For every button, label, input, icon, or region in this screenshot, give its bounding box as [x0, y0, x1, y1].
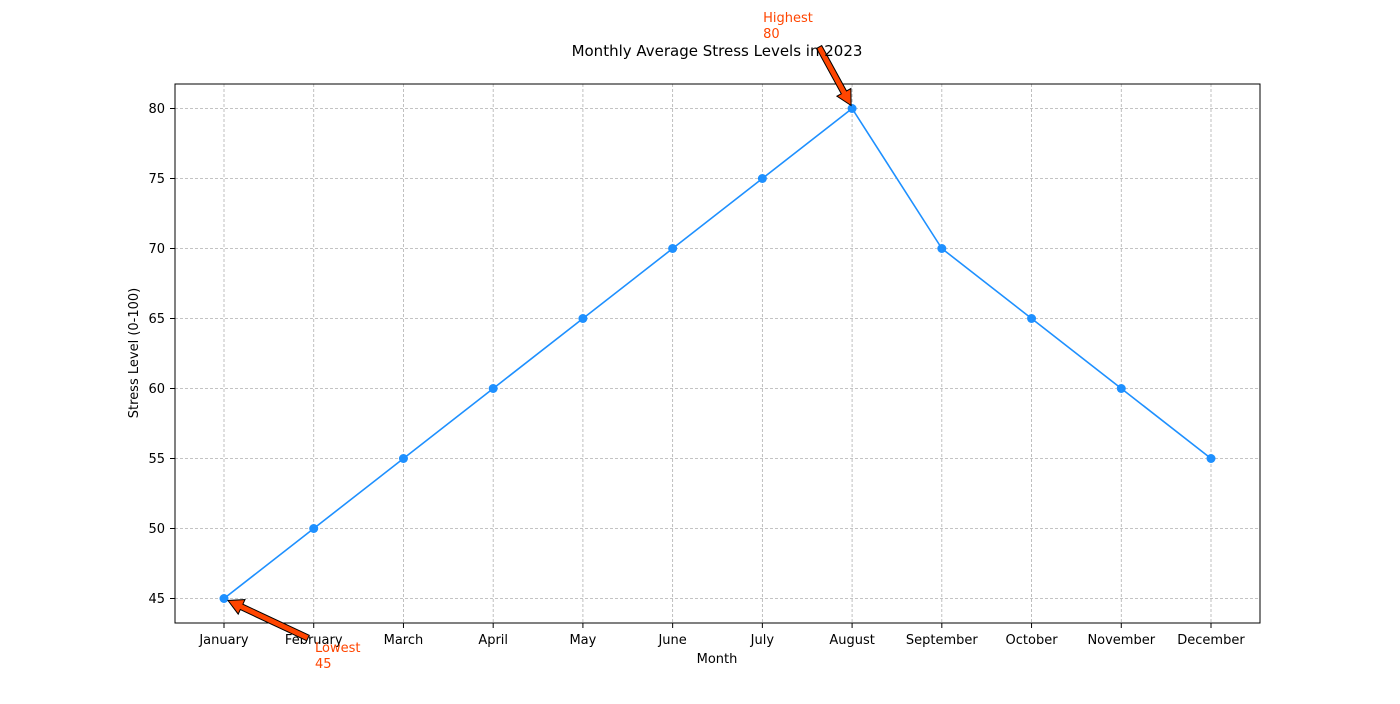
data-point: [309, 524, 319, 533]
y-tick-label: 65: [148, 312, 165, 327]
y-tick-label: 75: [148, 172, 165, 187]
lowest-arrow: [227, 599, 310, 642]
x-axis-label: Month: [697, 652, 738, 667]
data-point: [1027, 314, 1037, 323]
data-point: [937, 244, 947, 253]
data-point: [398, 454, 408, 463]
annotation-label-line2: 80: [763, 27, 780, 42]
x-tick-label: July: [750, 633, 775, 648]
annotation-label-line1: Highest: [763, 11, 813, 26]
y-tick-label: 70: [148, 242, 165, 257]
y-tick-label: 45: [148, 592, 165, 607]
data-point: [578, 314, 588, 323]
x-tick-label: September: [906, 633, 979, 648]
x-tick-label: March: [384, 633, 424, 648]
highest-arrow: [815, 44, 852, 107]
x-tick-label: November: [1087, 633, 1155, 648]
y-tick-label: 50: [148, 522, 165, 537]
x-tick-label: October: [1006, 633, 1059, 648]
data-point: [847, 104, 857, 113]
data-point: [488, 384, 498, 393]
x-tick-label: May: [569, 633, 596, 648]
x-tick-label: August: [829, 633, 875, 648]
data-point: [219, 594, 229, 603]
y-axis-label: Stress Level (0-100): [127, 288, 142, 418]
x-tick-label: April: [478, 633, 508, 648]
series-layer: [219, 104, 1216, 603]
y-tick-label: 55: [148, 452, 165, 467]
annotation-label-line1: Lowest: [315, 641, 360, 656]
data-point: [668, 244, 678, 253]
data-point: [757, 174, 767, 183]
x-tick-label: December: [1177, 633, 1245, 648]
x-tick-label: June: [657, 633, 686, 648]
annotation-label-line2: 45: [315, 657, 332, 672]
grid-lines: [175, 84, 1260, 623]
plot-area-frame: [174, 83, 1261, 624]
x-axis-ticks: January February March April May June July Augu…: [198, 623, 1245, 648]
y-tick-label: 80: [148, 102, 165, 117]
x-tick-label: January: [198, 633, 249, 648]
y-axis-ticks: 45 50 55 60 65 70 75 80: [148, 102, 175, 607]
data-point: [1206, 454, 1216, 463]
series-line: [223, 107, 1212, 600]
chart-title: Monthly Average Stress Levels in 2023: [572, 42, 863, 60]
data-point: [1116, 384, 1126, 393]
y-tick-label: 60: [148, 382, 165, 397]
